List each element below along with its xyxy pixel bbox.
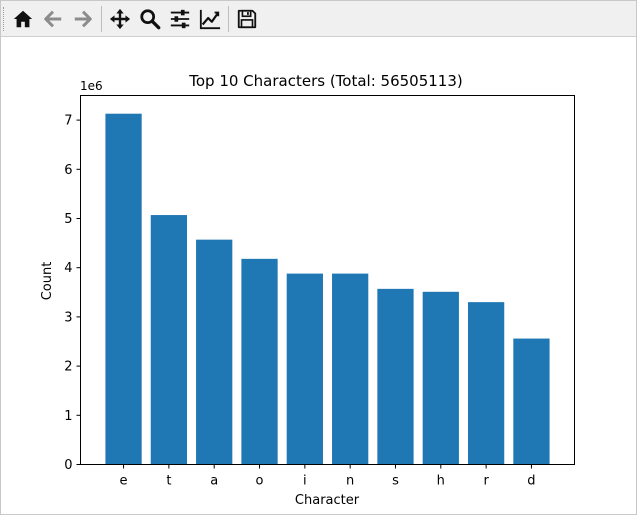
y-tick-label: 2: [64, 360, 72, 375]
pan-move-icon: [109, 8, 131, 29]
x-tick-label-o: o: [256, 474, 264, 489]
home-icon: [13, 10, 33, 27]
y-axis: 0 1 2 3 4 5 6 7: [64, 114, 81, 473]
bar-a: [196, 239, 233, 465]
x-tick-label-s: s: [392, 474, 399, 489]
y-tick-label: 3: [64, 310, 72, 325]
y-tick-label: 1: [64, 409, 72, 424]
bar-s: [377, 288, 414, 465]
x-tick-label-e: e: [120, 474, 128, 489]
pan-button[interactable]: [106, 4, 134, 34]
bar-r: [467, 302, 505, 465]
back-button[interactable]: [39, 4, 67, 34]
x-tick-label-d: d: [527, 474, 535, 489]
save-button[interactable]: [233, 4, 261, 34]
bar-n: [332, 273, 369, 465]
y-tick-label: 0: [64, 458, 72, 473]
zoom-magnifier-icon: [140, 8, 161, 29]
navigation-toolbar: [1, 1, 636, 37]
back-arrow-icon: [44, 10, 62, 27]
y-tick-label: 5: [64, 212, 72, 227]
bar-h: [422, 291, 459, 465]
y-tick-label: 6: [64, 163, 72, 178]
x-axis-label: Character: [295, 493, 360, 508]
toolbar-separator: [228, 5, 229, 32]
toolbar-separator: [101, 5, 102, 32]
x-tick-label-n: n: [346, 474, 354, 489]
edit-axis-line-icon: [199, 9, 221, 29]
x-tick-label-i: i: [303, 474, 307, 489]
home-button[interactable]: [9, 4, 37, 34]
y-tick-label: 4: [64, 261, 72, 276]
y-axis-offset-label: 1e6: [80, 79, 103, 93]
bar-i: [286, 273, 323, 465]
bar-e: [105, 113, 142, 465]
configure-subplots-button[interactable]: [166, 4, 194, 34]
bar-d: [513, 338, 550, 465]
y-axis-label: Count: [40, 262, 55, 301]
forward-button[interactable]: [69, 4, 97, 34]
bar-o: [241, 258, 278, 465]
y-tick-label: 7: [64, 114, 72, 129]
configure-subplots-icon: [170, 9, 190, 28]
x-tick-label-h: h: [437, 474, 445, 489]
x-tick-label-a: a: [210, 474, 218, 489]
x-tick-label-t: t: [166, 474, 171, 489]
chart-canvas[interactable]: Top 10 Characters (Total: 56505113) 1e6 …: [1, 37, 636, 514]
chart-title: Top 10 Characters (Total: 56505113): [188, 72, 462, 90]
toolbar-grip[interactable]: [3, 7, 7, 31]
save-floppy-icon: [237, 9, 257, 28]
bars-group: [105, 113, 550, 465]
forward-arrow-icon: [74, 10, 92, 27]
edit-axis-button[interactable]: [196, 4, 224, 34]
zoom-button[interactable]: [136, 4, 164, 34]
bar-t: [150, 215, 188, 465]
bar-chart: Top 10 Characters (Total: 56505113) 1e6 …: [40, 72, 575, 508]
axes-frame: [80, 95, 575, 465]
x-tick-label-r: r: [483, 474, 489, 489]
